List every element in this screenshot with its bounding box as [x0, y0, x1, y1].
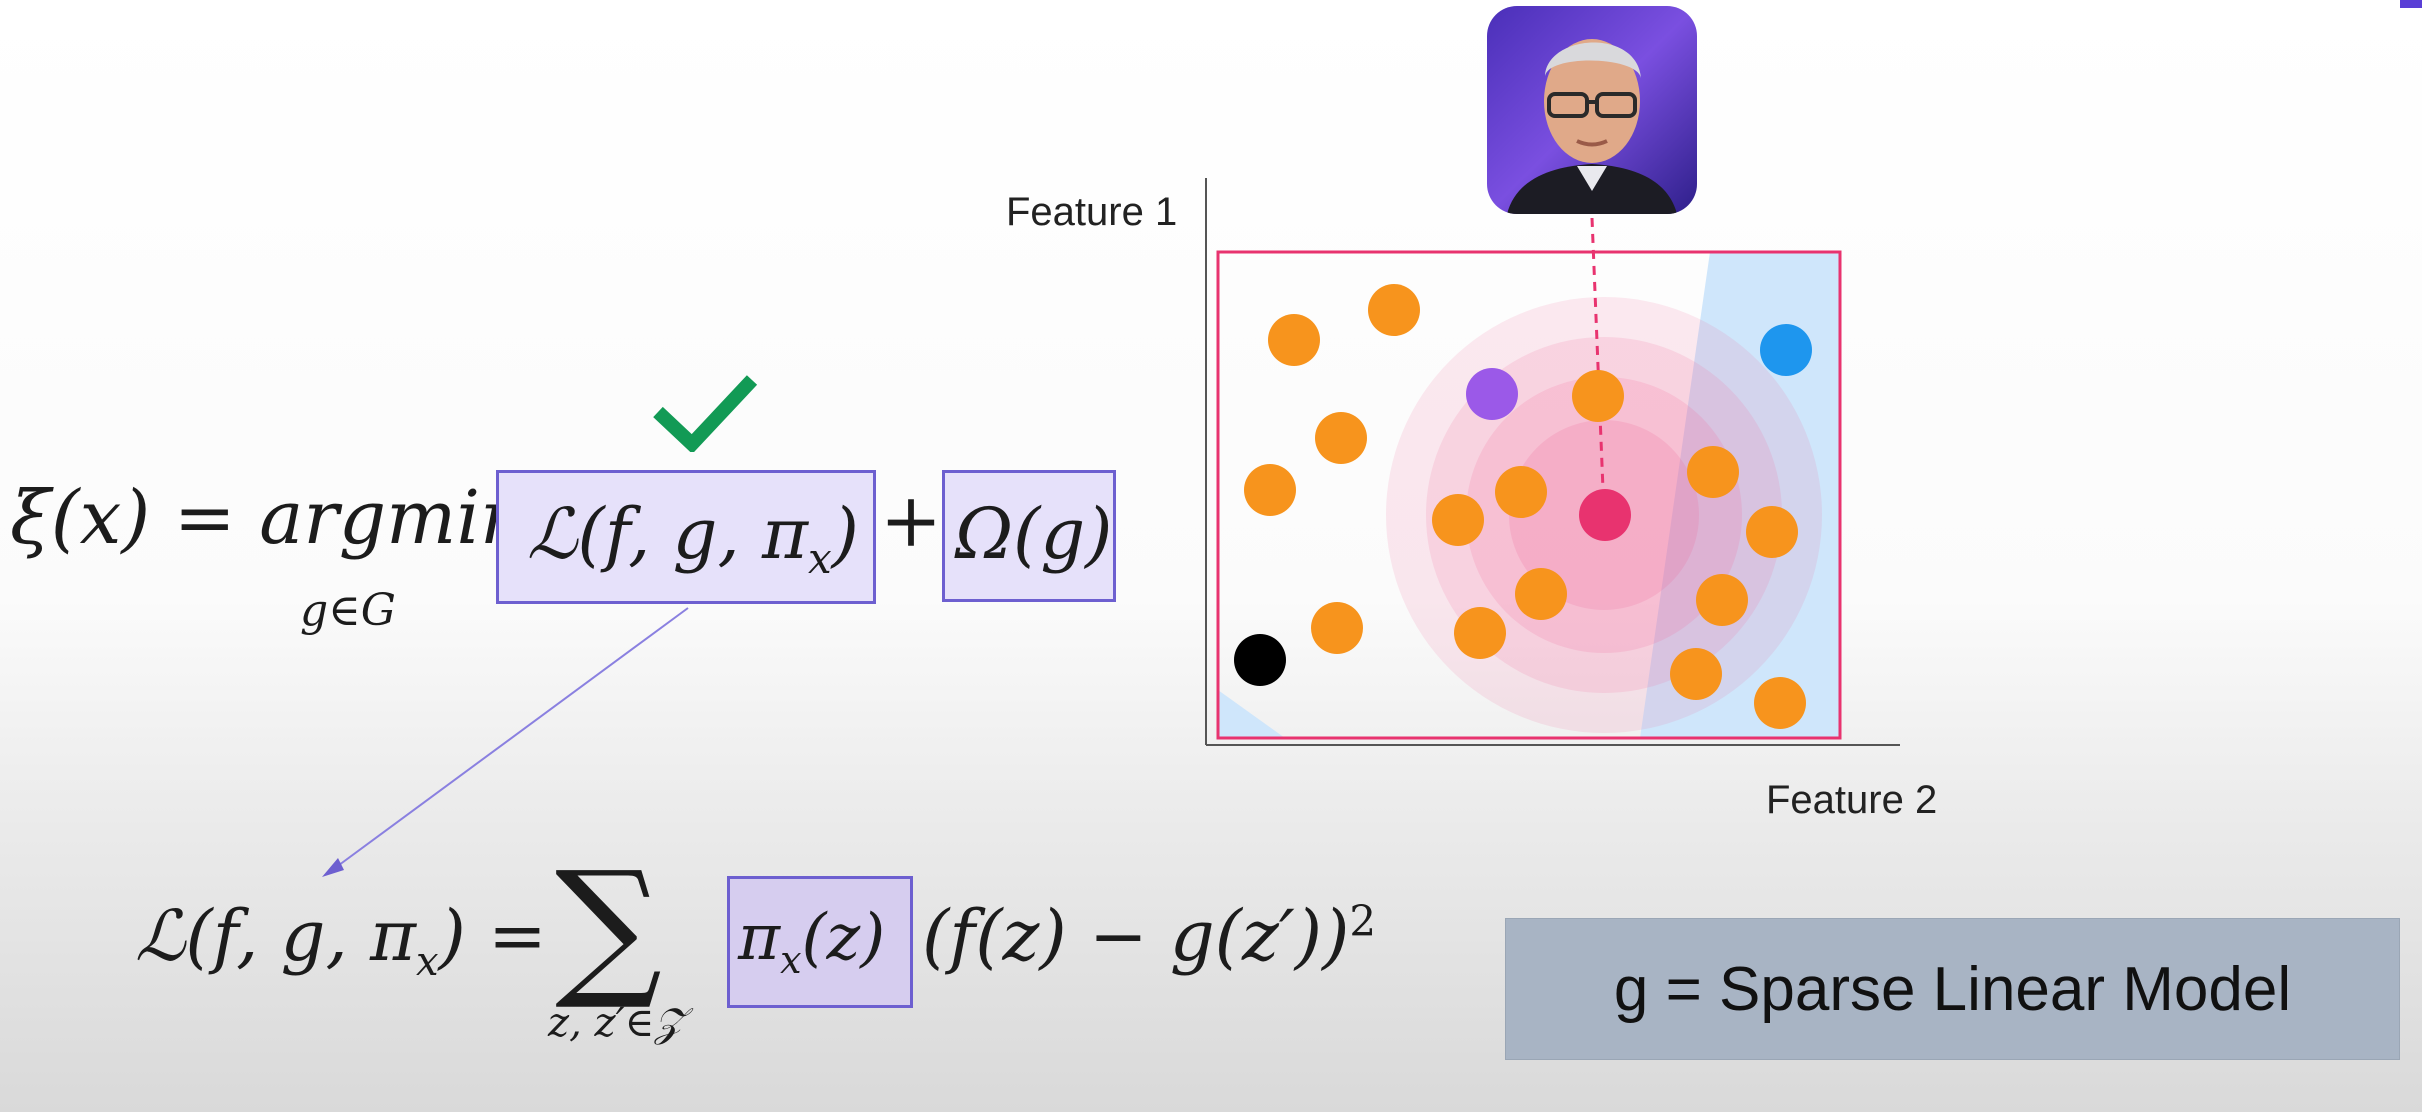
orange-point [1315, 412, 1367, 464]
violet-point [1466, 368, 1518, 420]
instance-connector [1590, 217, 1606, 515]
loss-equation-lhs: ℒ(f, g, πx) = [135, 895, 547, 985]
argmin-subscript: g∈G [300, 585, 396, 636]
y-axis-label: Feature 1 [1006, 190, 1178, 234]
orange-point [1432, 494, 1484, 546]
model-label-text: g = Sparse Linear Model [1613, 954, 2292, 1024]
blue-point [1760, 324, 1812, 376]
sum-subscript: z, z′∈𝒵 [548, 1000, 685, 1046]
corner-mark [2400, 0, 2422, 8]
residual-term: (f(z) − g(z′))2 [922, 895, 1377, 977]
explained-instance-point [1579, 489, 1631, 541]
orange-point [1515, 568, 1567, 620]
orange-point [1687, 446, 1739, 498]
orange-point [1696, 574, 1748, 626]
orange-point [1454, 607, 1506, 659]
loss-term-box: ℒ(f, g, πx) [496, 470, 876, 604]
orange-point [1746, 506, 1798, 558]
orange-point [1572, 370, 1624, 422]
regularizer-box: Ω(g) [942, 470, 1116, 602]
loss-term: ℒ(f, g, πx) [527, 493, 859, 583]
main-equation-lhs: ξ(x) = argmin [10, 475, 528, 561]
person-photo [1487, 6, 1697, 214]
sum-symbol: ∑ [555, 840, 663, 1014]
blue-corner-region [1218, 690, 1285, 738]
regularizer-term: Ω(g) [955, 493, 1113, 575]
check-icon [653, 375, 758, 452]
main-equation: ξ(x) = argmin [10, 475, 528, 561]
plot-border [1216, 250, 1842, 740]
orange-point [1311, 602, 1363, 654]
orange-point [1495, 466, 1547, 518]
model-label-box: g = Sparse Linear Model [1505, 918, 2400, 1060]
orange-point [1268, 314, 1320, 366]
weight-term: πx(z) [738, 901, 886, 982]
orange-point [1368, 284, 1420, 336]
orange-point [1244, 464, 1296, 516]
orange-point [1754, 677, 1806, 729]
weight-term-box: πx(z) [727, 876, 913, 1008]
black-point [1234, 634, 1286, 686]
plus-sign: + [880, 478, 943, 564]
orange-point [1670, 648, 1722, 700]
x-axis-label: Feature 2 [1766, 778, 1938, 822]
